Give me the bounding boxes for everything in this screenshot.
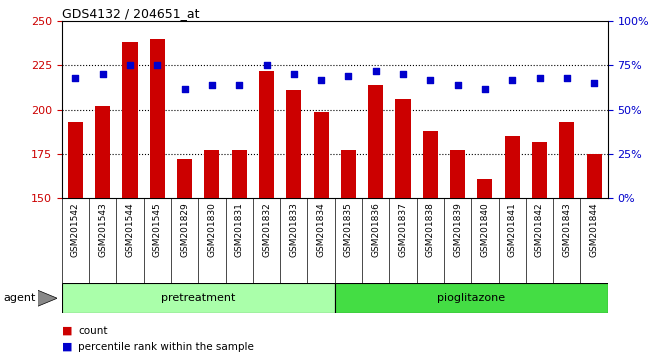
Point	[261, 63, 272, 68]
Point	[70, 75, 81, 81]
Text: GSM201838: GSM201838	[426, 202, 435, 257]
Text: GSM201544: GSM201544	[125, 202, 135, 257]
Text: GSM201840: GSM201840	[480, 202, 489, 257]
Point	[370, 68, 381, 74]
Text: ■: ■	[62, 326, 72, 336]
Text: pretreatment: pretreatment	[161, 293, 235, 303]
Point	[343, 73, 354, 79]
Bar	[532, 142, 547, 198]
Bar	[477, 179, 493, 198]
Point	[152, 63, 162, 68]
Text: GSM201829: GSM201829	[180, 202, 189, 257]
Point	[562, 75, 572, 81]
Point	[207, 82, 217, 88]
Point	[425, 77, 436, 82]
Bar	[368, 85, 384, 198]
Text: GSM201831: GSM201831	[235, 202, 244, 257]
Text: GSM201832: GSM201832	[262, 202, 271, 257]
Text: GSM201842: GSM201842	[535, 202, 544, 257]
Bar	[559, 122, 575, 198]
Text: ■: ■	[62, 342, 72, 352]
Point	[452, 82, 463, 88]
Bar	[231, 150, 247, 198]
Text: GSM201839: GSM201839	[453, 202, 462, 257]
Bar	[286, 90, 302, 198]
Text: GSM201835: GSM201835	[344, 202, 353, 257]
Point	[98, 72, 108, 77]
Point	[398, 72, 408, 77]
Text: GDS4132 / 204651_at: GDS4132 / 204651_at	[62, 7, 200, 20]
Bar	[259, 71, 274, 198]
Point	[289, 72, 299, 77]
Text: pioglitazone: pioglitazone	[437, 293, 505, 303]
Bar	[504, 136, 520, 198]
Point	[507, 77, 517, 82]
Bar	[335, 283, 608, 313]
Bar	[62, 283, 335, 313]
Text: GSM201844: GSM201844	[590, 202, 599, 257]
Bar	[313, 112, 329, 198]
Text: GSM201843: GSM201843	[562, 202, 571, 257]
Text: GSM201542: GSM201542	[71, 202, 80, 257]
Text: percentile rank within the sample: percentile rank within the sample	[78, 342, 254, 352]
Bar	[422, 131, 438, 198]
Bar	[150, 39, 165, 198]
Bar	[122, 42, 138, 198]
Bar	[450, 150, 465, 198]
Text: GSM201543: GSM201543	[98, 202, 107, 257]
Text: count: count	[78, 326, 107, 336]
Bar	[586, 154, 602, 198]
Point	[316, 77, 326, 82]
Text: GSM201834: GSM201834	[317, 202, 326, 257]
Text: GSM201836: GSM201836	[371, 202, 380, 257]
Text: agent: agent	[3, 293, 36, 303]
Point	[125, 63, 135, 68]
Text: GSM201841: GSM201841	[508, 202, 517, 257]
Polygon shape	[38, 290, 57, 306]
Text: GSM201545: GSM201545	[153, 202, 162, 257]
Text: GSM201837: GSM201837	[398, 202, 408, 257]
Point	[234, 82, 244, 88]
Point	[480, 86, 490, 91]
Bar	[341, 150, 356, 198]
Bar	[95, 106, 110, 198]
Point	[589, 80, 599, 86]
Bar	[204, 150, 220, 198]
Text: GSM201833: GSM201833	[289, 202, 298, 257]
Bar	[177, 159, 192, 198]
Point	[179, 86, 190, 91]
Bar	[395, 99, 411, 198]
Bar	[68, 122, 83, 198]
Text: GSM201830: GSM201830	[207, 202, 216, 257]
Point	[534, 75, 545, 81]
